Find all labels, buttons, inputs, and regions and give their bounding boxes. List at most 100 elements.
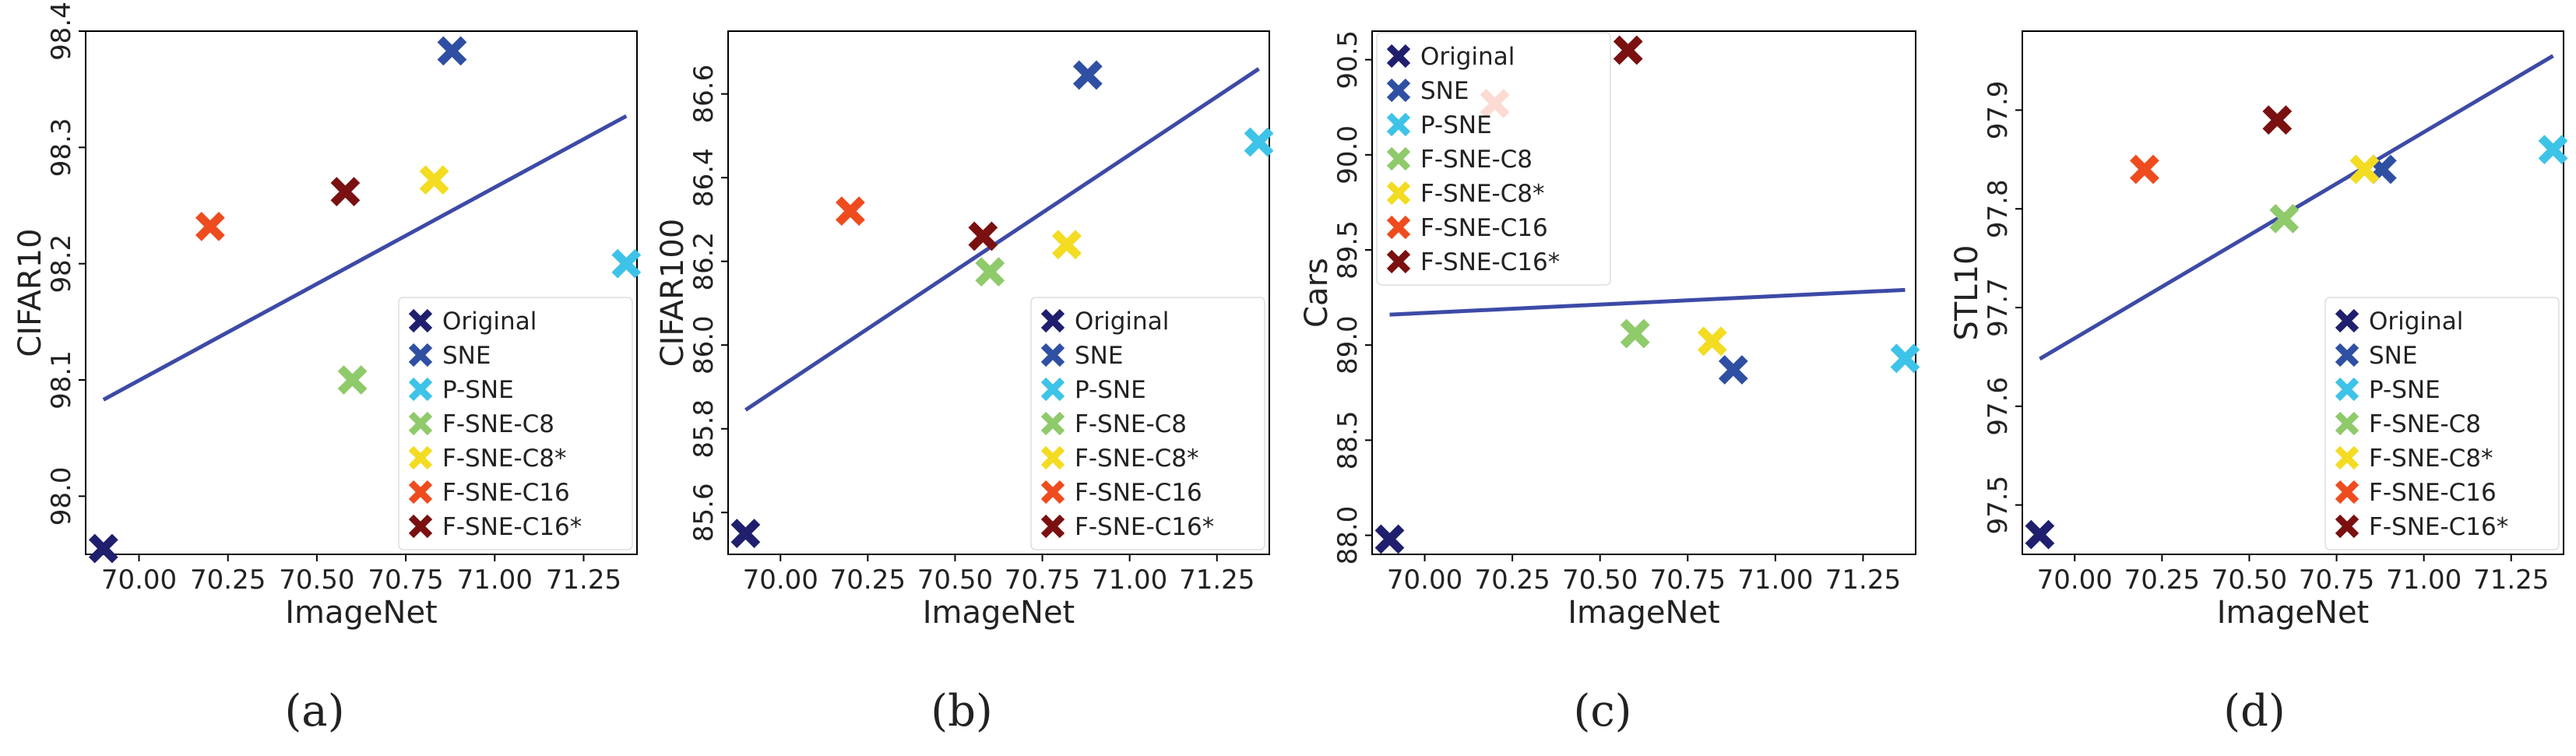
x-tick-label: 70.75 (1650, 564, 1726, 596)
legend-marker (1040, 445, 1065, 470)
legend-marker (2335, 514, 2360, 539)
x-marker (337, 365, 368, 395)
legend-marker (2335, 480, 2360, 505)
y-tick-label: 97.9 (1983, 81, 2014, 140)
x-marker (1718, 355, 1748, 385)
x-marker (195, 211, 225, 241)
data-point-sne (1072, 60, 1103, 90)
legend-label: F-SNE-C8* (442, 445, 567, 473)
data-point-f-sne-c8 (1620, 318, 1650, 349)
chart-panel-3: 70.00 70.25 70.50 70.75 71.00 71.25 88.0 88.5 89… (1299, 30, 1920, 737)
panel-caption: (b) (931, 686, 993, 737)
data-point-f-sne-c8-star (2349, 154, 2380, 185)
y-tick-label: 89.5 (1332, 220, 1364, 280)
legend-label: Original (1075, 308, 1169, 336)
x-marker (1072, 60, 1103, 90)
x-marker (437, 36, 467, 66)
x-axis-label: ImageNet (285, 595, 438, 631)
plot-frame (2022, 30, 2564, 555)
plot-frame (1371, 30, 1916, 555)
data-point-original (730, 519, 761, 549)
y-tick-label: 85.6 (688, 483, 720, 542)
data-point-f-sne-c8 (975, 257, 1005, 287)
x-tick-label: 71.00 (1737, 564, 1813, 596)
x-marker (1620, 318, 1650, 349)
legend-box (398, 297, 633, 550)
data-point-original (2025, 519, 2055, 550)
data-point-p-sne (1244, 127, 1274, 157)
legend-marker (408, 411, 433, 436)
panel-caption: (a) (284, 686, 344, 737)
plot-frame (727, 30, 1270, 555)
x-marker (2269, 204, 2300, 234)
x-marker (975, 257, 1005, 287)
data-point-f-sne-c16-star (330, 177, 361, 206)
trend-line (1389, 287, 1906, 317)
legend-marker (2335, 445, 2360, 470)
legend-box (1030, 297, 1265, 550)
trend-line (2039, 54, 2554, 361)
legend-label: P-SNE (442, 376, 514, 404)
legend: Original SNE P-SNE F-SNE-C8 F-SNE-C8* F-SNE-C… (398, 297, 633, 550)
legend-marker (1386, 181, 1411, 206)
x-tick-label: 71.00 (2386, 564, 2462, 596)
legend-label: F-SNE-C8 (2369, 410, 2481, 438)
data-point-f-sne-c16-star (1613, 35, 1643, 65)
legend: Original SNE P-SNE F-SNE-C8 F-SNE-C8* F-SNE-C… (2324, 297, 2560, 550)
x-marker (419, 165, 449, 195)
legend-marker (1040, 480, 1065, 505)
legend-marker (1040, 343, 1065, 367)
data-point-p-sne (1890, 343, 1920, 374)
y-tick-label: 97.7 (1983, 278, 2014, 337)
legend-label: F-SNE-C8 (1075, 410, 1187, 438)
y-tick-label: 90.5 (1332, 30, 1364, 90)
x-tick-label: 70.75 (1005, 564, 1080, 596)
chart-panel-4: 70.00 70.25 70.50 70.75 71.00 71.25 97.5 97.6 97… (1949, 30, 2568, 737)
x-axis-label: ImageNet (923, 595, 1075, 631)
legend-marker (1040, 411, 1065, 436)
x-marker (1890, 343, 1920, 374)
legend-marker (408, 377, 433, 402)
y-tick-label: 86.4 (688, 148, 720, 207)
data-point-original (1374, 524, 1405, 554)
data-point-sne (1718, 355, 1748, 385)
x-marker (1697, 326, 1727, 357)
legend-label: Original (442, 308, 537, 336)
x-tick-label: 71.25 (1179, 564, 1255, 596)
legend-label: Original (2369, 308, 2463, 336)
trend-line (102, 114, 628, 402)
legend-label: F-SNE-C16 (1075, 479, 1202, 507)
x-tick-label: 70.50 (2212, 564, 2287, 596)
legend-marker (1040, 514, 1065, 539)
y-tick-label: 85.8 (688, 399, 720, 459)
x-axis-label: ImageNet (1568, 595, 1720, 631)
legend-label: P-SNE (2369, 376, 2441, 404)
x-tick-label: 70.00 (1387, 564, 1462, 596)
legend-marker (1040, 377, 1065, 402)
legend-label: F-SNE-C8* (2369, 445, 2493, 473)
legend-label: F-SNE-C16 (1420, 214, 1548, 242)
legend-marker (1386, 78, 1411, 103)
y-tick-label: 98.2 (46, 234, 77, 294)
data-point-f-sne-c16 (195, 211, 225, 241)
legend-label: F-SNE-C8 (1420, 146, 1533, 174)
legend-label: F-SNE-C8* (1075, 445, 1199, 473)
y-tick-label: 86.6 (688, 65, 720, 124)
y-tick-label: 98.4 (46, 2, 77, 61)
x-tick-label: 71.25 (1825, 564, 1901, 596)
data-point-f-sne-c16 (836, 196, 865, 227)
x-marker (88, 533, 118, 564)
x-marker (1244, 127, 1274, 157)
legend-label: F-SNE-C8* (1420, 180, 1545, 208)
x-marker (1052, 230, 1082, 260)
x-tick-label: 71.25 (2473, 564, 2549, 596)
data-point-f-sne-c16-star (2262, 105, 2293, 135)
panel-caption: (d) (2223, 686, 2286, 737)
x-marker (611, 248, 642, 279)
data-point-f-sne-c8 (2269, 204, 2300, 234)
trend-line (744, 67, 1260, 412)
legend-marker (408, 308, 433, 333)
x-tick-label: 71.25 (546, 564, 621, 596)
y-tick-label: 86.2 (688, 232, 720, 291)
